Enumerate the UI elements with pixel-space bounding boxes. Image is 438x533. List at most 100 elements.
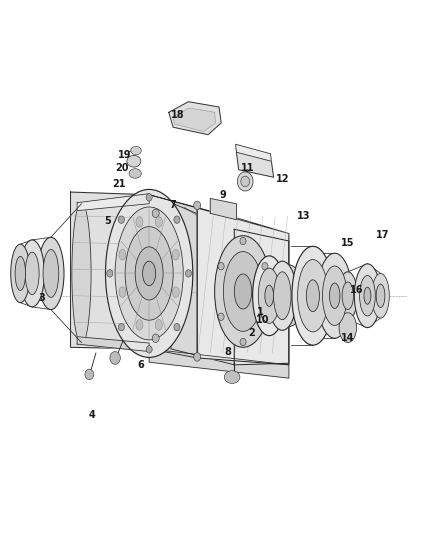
Text: 14: 14 <box>341 333 354 343</box>
Ellipse shape <box>194 201 201 209</box>
Ellipse shape <box>155 216 162 227</box>
Ellipse shape <box>135 247 163 300</box>
Ellipse shape <box>218 263 224 270</box>
Ellipse shape <box>115 207 183 340</box>
Text: 7: 7 <box>170 200 177 211</box>
Ellipse shape <box>215 236 272 348</box>
Text: 8: 8 <box>224 346 231 357</box>
Polygon shape <box>173 108 215 132</box>
Polygon shape <box>71 192 149 349</box>
Ellipse shape <box>274 272 291 320</box>
Text: 6: 6 <box>137 360 144 370</box>
Ellipse shape <box>317 253 352 338</box>
Ellipse shape <box>223 252 263 332</box>
Ellipse shape <box>172 287 179 297</box>
Ellipse shape <box>11 244 30 303</box>
Ellipse shape <box>280 278 297 313</box>
Ellipse shape <box>185 270 191 277</box>
Text: 17: 17 <box>376 230 389 240</box>
Ellipse shape <box>274 265 304 327</box>
Ellipse shape <box>72 202 91 345</box>
Ellipse shape <box>174 216 180 223</box>
Ellipse shape <box>25 252 39 295</box>
Ellipse shape <box>43 249 59 297</box>
Ellipse shape <box>119 249 126 260</box>
Ellipse shape <box>234 274 252 309</box>
Ellipse shape <box>15 256 25 290</box>
Ellipse shape <box>253 256 286 336</box>
Text: 18: 18 <box>171 110 184 120</box>
Ellipse shape <box>265 285 274 306</box>
Ellipse shape <box>218 313 224 320</box>
Ellipse shape <box>265 298 276 311</box>
Text: 9: 9 <box>220 190 227 200</box>
Ellipse shape <box>258 268 280 324</box>
Polygon shape <box>77 193 149 211</box>
Ellipse shape <box>338 272 357 320</box>
Text: 15: 15 <box>341 238 354 247</box>
Ellipse shape <box>143 261 155 286</box>
Ellipse shape <box>329 283 340 309</box>
Ellipse shape <box>155 320 162 330</box>
Text: 3: 3 <box>39 293 46 303</box>
Text: 13: 13 <box>297 211 311 221</box>
Polygon shape <box>234 229 289 365</box>
Ellipse shape <box>376 284 385 308</box>
Ellipse shape <box>224 370 240 383</box>
Polygon shape <box>171 203 234 365</box>
Ellipse shape <box>118 324 124 331</box>
Ellipse shape <box>372 273 389 318</box>
Ellipse shape <box>364 287 371 304</box>
Ellipse shape <box>85 369 94 379</box>
Ellipse shape <box>131 147 141 155</box>
Text: 16: 16 <box>350 286 363 295</box>
Ellipse shape <box>38 237 64 310</box>
Ellipse shape <box>240 237 246 245</box>
Ellipse shape <box>194 353 201 361</box>
Text: 4: 4 <box>89 410 96 421</box>
Polygon shape <box>77 337 149 352</box>
Polygon shape <box>149 195 197 358</box>
Ellipse shape <box>339 313 357 343</box>
Ellipse shape <box>262 263 268 270</box>
Ellipse shape <box>152 209 159 217</box>
Ellipse shape <box>119 287 126 297</box>
Polygon shape <box>149 349 289 378</box>
Ellipse shape <box>129 168 141 178</box>
Polygon shape <box>149 195 289 233</box>
Text: 21: 21 <box>113 179 126 189</box>
Ellipse shape <box>146 346 152 353</box>
Ellipse shape <box>172 249 179 260</box>
Ellipse shape <box>152 334 159 343</box>
Polygon shape <box>197 208 289 365</box>
Text: 19: 19 <box>118 150 132 160</box>
Text: 11: 11 <box>240 163 254 173</box>
Text: 10: 10 <box>256 314 269 325</box>
Ellipse shape <box>240 338 246 346</box>
Text: 20: 20 <box>115 163 129 173</box>
Ellipse shape <box>136 320 143 330</box>
Ellipse shape <box>237 172 253 191</box>
Ellipse shape <box>354 264 381 328</box>
Ellipse shape <box>297 260 328 332</box>
Ellipse shape <box>360 276 375 316</box>
Polygon shape <box>236 144 272 161</box>
Polygon shape <box>169 102 221 135</box>
Ellipse shape <box>20 240 44 307</box>
Ellipse shape <box>127 156 141 167</box>
Ellipse shape <box>241 176 250 187</box>
Ellipse shape <box>174 324 180 331</box>
Polygon shape <box>210 198 237 220</box>
Ellipse shape <box>342 282 353 310</box>
Ellipse shape <box>118 216 124 223</box>
Text: 1: 1 <box>257 306 264 317</box>
Text: 12: 12 <box>276 174 289 184</box>
Polygon shape <box>237 152 274 177</box>
Text: 2: 2 <box>248 328 255 338</box>
Ellipse shape <box>262 313 268 320</box>
Ellipse shape <box>292 246 334 345</box>
Ellipse shape <box>322 266 347 326</box>
Ellipse shape <box>268 261 297 330</box>
Ellipse shape <box>136 216 143 227</box>
Ellipse shape <box>306 280 319 312</box>
